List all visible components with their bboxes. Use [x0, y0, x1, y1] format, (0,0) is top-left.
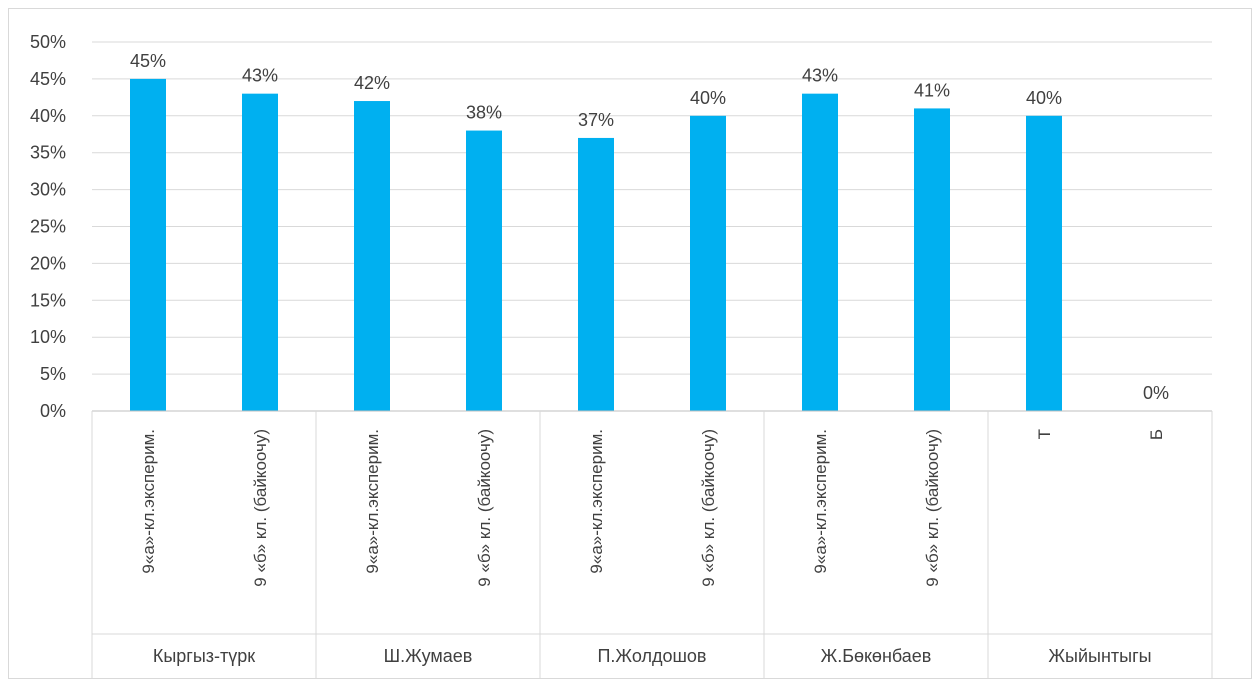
- category-label: Б: [1147, 429, 1166, 440]
- category-label: 9«а»-кл.эксперим.: [811, 429, 830, 574]
- data-label: 43%: [242, 66, 278, 86]
- bar: [242, 93, 278, 411]
- group-label: Кыргыз-түрк: [153, 646, 255, 666]
- y-tick-label: 35%: [30, 143, 66, 163]
- category-label: 9 «б» кл. (байкоочу): [251, 429, 270, 587]
- y-tick-label: 0%: [40, 401, 66, 421]
- data-label: 40%: [1026, 88, 1062, 108]
- group-label: Ш.Жумаев: [384, 646, 473, 666]
- bars-layer: [130, 78, 1062, 412]
- y-tick-label: 25%: [30, 217, 66, 237]
- data-label: 40%: [690, 88, 726, 108]
- y-tick-label: 15%: [30, 290, 66, 310]
- bar: [802, 93, 838, 411]
- bar: [1026, 115, 1062, 412]
- y-tick-label: 5%: [40, 364, 66, 384]
- category-label: 9«а»-кл.эксперим.: [363, 429, 382, 574]
- data-label: 41%: [914, 80, 950, 100]
- y-tick-label: 30%: [30, 180, 66, 200]
- grid-layer: [92, 41, 1212, 375]
- group-label: П.Жолдошов: [597, 646, 706, 666]
- category-label: 9«а»-кл.эксперим.: [139, 429, 158, 574]
- y-tick-label: 10%: [30, 327, 66, 347]
- category-label: Т: [1035, 429, 1054, 439]
- data-label: 42%: [354, 73, 390, 93]
- bar: [130, 78, 166, 412]
- labels-layer: 45% 43% 42% 38% 37% 40% 43% 41% 40% 0%: [130, 51, 1169, 403]
- bar: [354, 101, 390, 411]
- category-label: 9«а»-кл.эксперим.: [587, 429, 606, 574]
- y-tick-label: 40%: [30, 106, 66, 126]
- bar: [914, 108, 950, 412]
- data-label: 38%: [466, 103, 502, 123]
- bar: [690, 115, 726, 412]
- y-tick-label: 50%: [30, 32, 66, 52]
- group-label: Ж.Бөкөнбаев: [821, 646, 932, 666]
- category-label: 9 «б» кл. (байкоочу): [699, 429, 718, 587]
- bar: [578, 137, 614, 411]
- y-tick-label: 20%: [30, 253, 66, 273]
- axis-layer: 0% 5% 10% 15% 20% 25% 30% 35% 40% 45% 50% 9«а»-кл.э…: [30, 32, 1213, 678]
- data-label: 37%: [578, 110, 614, 130]
- group-label: Жыйынтыгы: [1048, 646, 1151, 666]
- data-label: 43%: [802, 66, 838, 86]
- data-label: 0%: [1143, 383, 1169, 403]
- category-label: 9 «б» кл. (байкоочу): [475, 429, 494, 587]
- bar: [466, 130, 502, 411]
- y-tick-label: 45%: [30, 69, 66, 89]
- category-label: 9 «б» кл. (байкоочу): [923, 429, 942, 587]
- data-label: 45%: [130, 51, 166, 71]
